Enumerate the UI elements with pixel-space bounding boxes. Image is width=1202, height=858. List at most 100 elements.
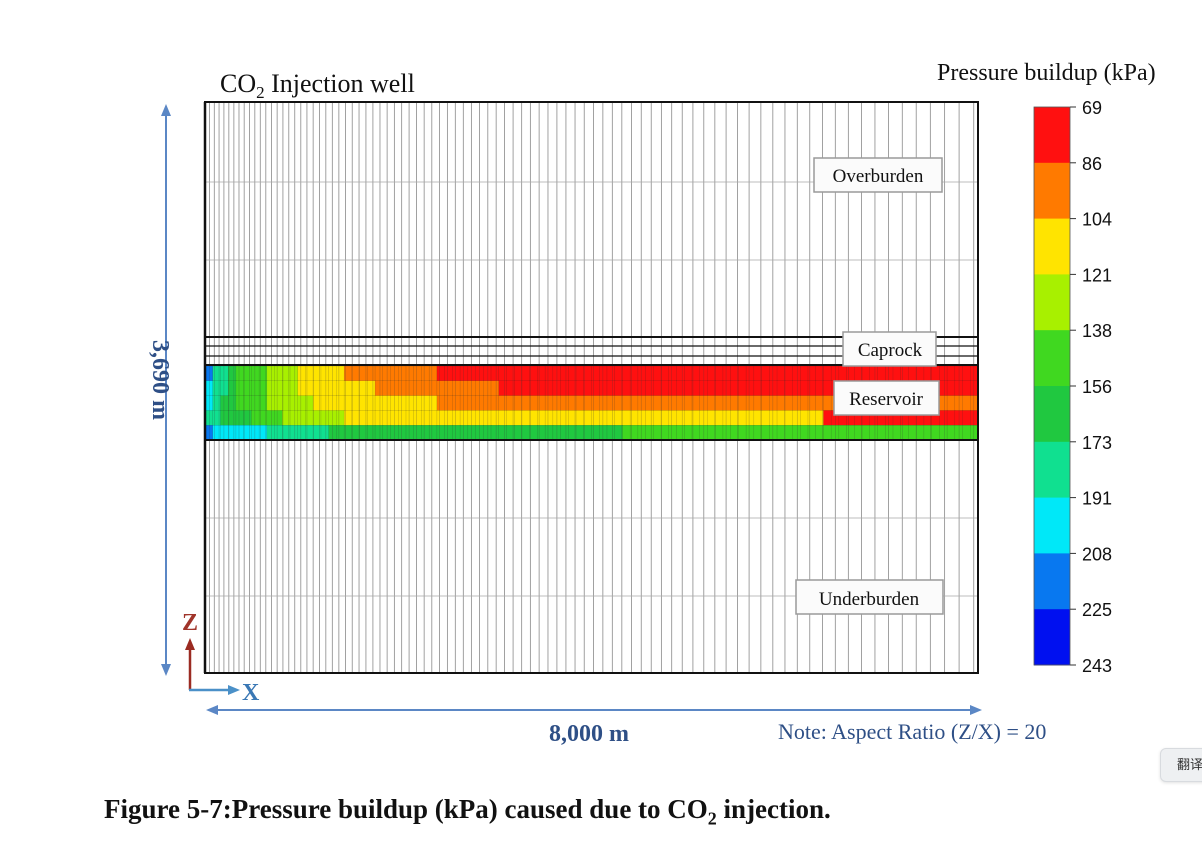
heatmap-cell: [684, 395, 693, 412]
aspect-ratio-note: Note: Aspect Ratio (Z/X) = 20: [778, 719, 1046, 744]
heatmap-cell: [931, 425, 940, 441]
heatmap-cell: [359, 425, 368, 441]
heatmap-cell: [776, 410, 786, 426]
heatmap-cell: [235, 380, 245, 397]
heatmap-cell: [714, 425, 724, 441]
heatmap-cell: [537, 410, 546, 426]
heatmap-cell: [320, 380, 330, 397]
translate-button[interactable]: 翻译: [1160, 748, 1202, 782]
heatmap-cell: [838, 365, 848, 382]
heatmap-cell: [544, 425, 554, 441]
heatmap-cell: [320, 425, 330, 441]
heatmap-cell: [498, 395, 508, 412]
heatmap-cell: [235, 395, 245, 412]
heatmap-cell: [490, 410, 500, 426]
heatmap-cell: [846, 425, 855, 441]
heatmap-cell: [359, 395, 368, 412]
colorbar-tick-label: 173: [1082, 433, 1112, 453]
heatmap-cell: [807, 410, 817, 426]
heatmap-cell: [722, 410, 732, 426]
heatmap-cell: [745, 425, 755, 441]
heatmap-cell: [220, 410, 229, 426]
heatmap-cell: [274, 425, 283, 441]
colorbar-ticks: 69 86 104 121 138 156 173 191 208 225 243: [1070, 98, 1112, 676]
heatmap-cell: [313, 410, 322, 426]
heatmap-cell: [606, 365, 616, 382]
heatmap-cell: [939, 395, 948, 412]
heatmap-cell: [606, 380, 616, 397]
heatmap-cell: [289, 410, 299, 426]
heatmap-cell: [583, 425, 593, 441]
caprock-label-box: Caprock: [842, 331, 937, 367]
heatmap-cell: [645, 425, 654, 441]
heatmap-cell: [946, 380, 956, 397]
heatmap-cell: [289, 380, 299, 397]
heatmap-cell: [714, 395, 724, 412]
heatmap-cell: [792, 410, 801, 426]
underburden-label-box: Underburden: [795, 579, 944, 615]
overburden-label-box: Overburden: [813, 157, 943, 193]
heatmap-cell: [776, 380, 786, 397]
heatmap-cell: [251, 395, 260, 412]
vertical-extent-label: 3,690 m: [147, 340, 173, 420]
heatmap-cell: [800, 410, 809, 426]
heatmap-cell: [274, 380, 283, 397]
heatmap-cell: [946, 395, 956, 412]
heatmap-cell: [467, 410, 477, 426]
heatmap-cell: [367, 395, 376, 412]
colorbar-tick-label: 104: [1082, 210, 1112, 230]
heatmap-cell: [243, 365, 252, 382]
heatmap-cell: [490, 380, 500, 397]
heatmap-cell: [599, 410, 608, 426]
heatmap-cell: [908, 365, 917, 382]
heatmap-cell: [939, 425, 948, 441]
heatmap-cell: [274, 410, 283, 426]
heatmap-cell: [398, 380, 407, 397]
heatmap-cell: [274, 365, 283, 382]
heatmap-cell: [854, 425, 863, 441]
heatmap-cell: [591, 380, 600, 397]
heatmap-cell: [784, 410, 794, 426]
heatmap-cell: [939, 365, 948, 382]
heatmap-cell: [622, 425, 631, 441]
heatmap-cell: [792, 425, 801, 441]
z-axis-label: Z: [182, 610, 198, 636]
heatmap-cell: [946, 365, 956, 382]
heatmap-cell: [637, 395, 647, 412]
heatmap-cell: [807, 380, 817, 397]
heatmap-cell: [660, 395, 670, 412]
heatmap-cell: [529, 425, 538, 441]
heatmap-cell: [367, 410, 376, 426]
heatmap-cell: [537, 425, 546, 441]
heatmap-cell: [374, 410, 384, 426]
heatmap-cell: [915, 365, 925, 382]
heatmap-cell: [962, 365, 971, 382]
heatmap-cell: [738, 410, 747, 426]
heatmap-cell: [583, 395, 593, 412]
heatmap-cell: [745, 380, 755, 397]
heatmap-cell: [684, 410, 693, 426]
underburden-label: Underburden: [819, 589, 920, 610]
heatmap-cell: [676, 425, 685, 441]
heatmap-cell: [320, 395, 330, 412]
heatmap-cell: [483, 410, 492, 426]
heatmap-cell: [684, 380, 693, 397]
heatmap-cell: [931, 365, 940, 382]
heatmap-cell: [243, 380, 252, 397]
heatmap-cell: [413, 380, 423, 397]
heatmap-cell: [398, 365, 407, 382]
heatmap-cell: [908, 425, 917, 441]
heatmap-cell: [227, 410, 237, 426]
heatmap-cell: [374, 425, 384, 441]
heatmap-cell: [266, 395, 276, 412]
heatmap-cell: [892, 365, 902, 382]
heatmap-cell: [521, 365, 531, 382]
heatmap-cell: [676, 365, 685, 382]
colorbar-swatch: [1034, 441, 1070, 499]
heatmap-cell: [668, 395, 678, 412]
heatmap-cell: [792, 380, 801, 397]
heatmap-cell: [313, 395, 322, 412]
heatmap-cell: [251, 410, 260, 426]
heatmap-cell: [861, 365, 871, 382]
heatmap-cell: [398, 425, 407, 441]
